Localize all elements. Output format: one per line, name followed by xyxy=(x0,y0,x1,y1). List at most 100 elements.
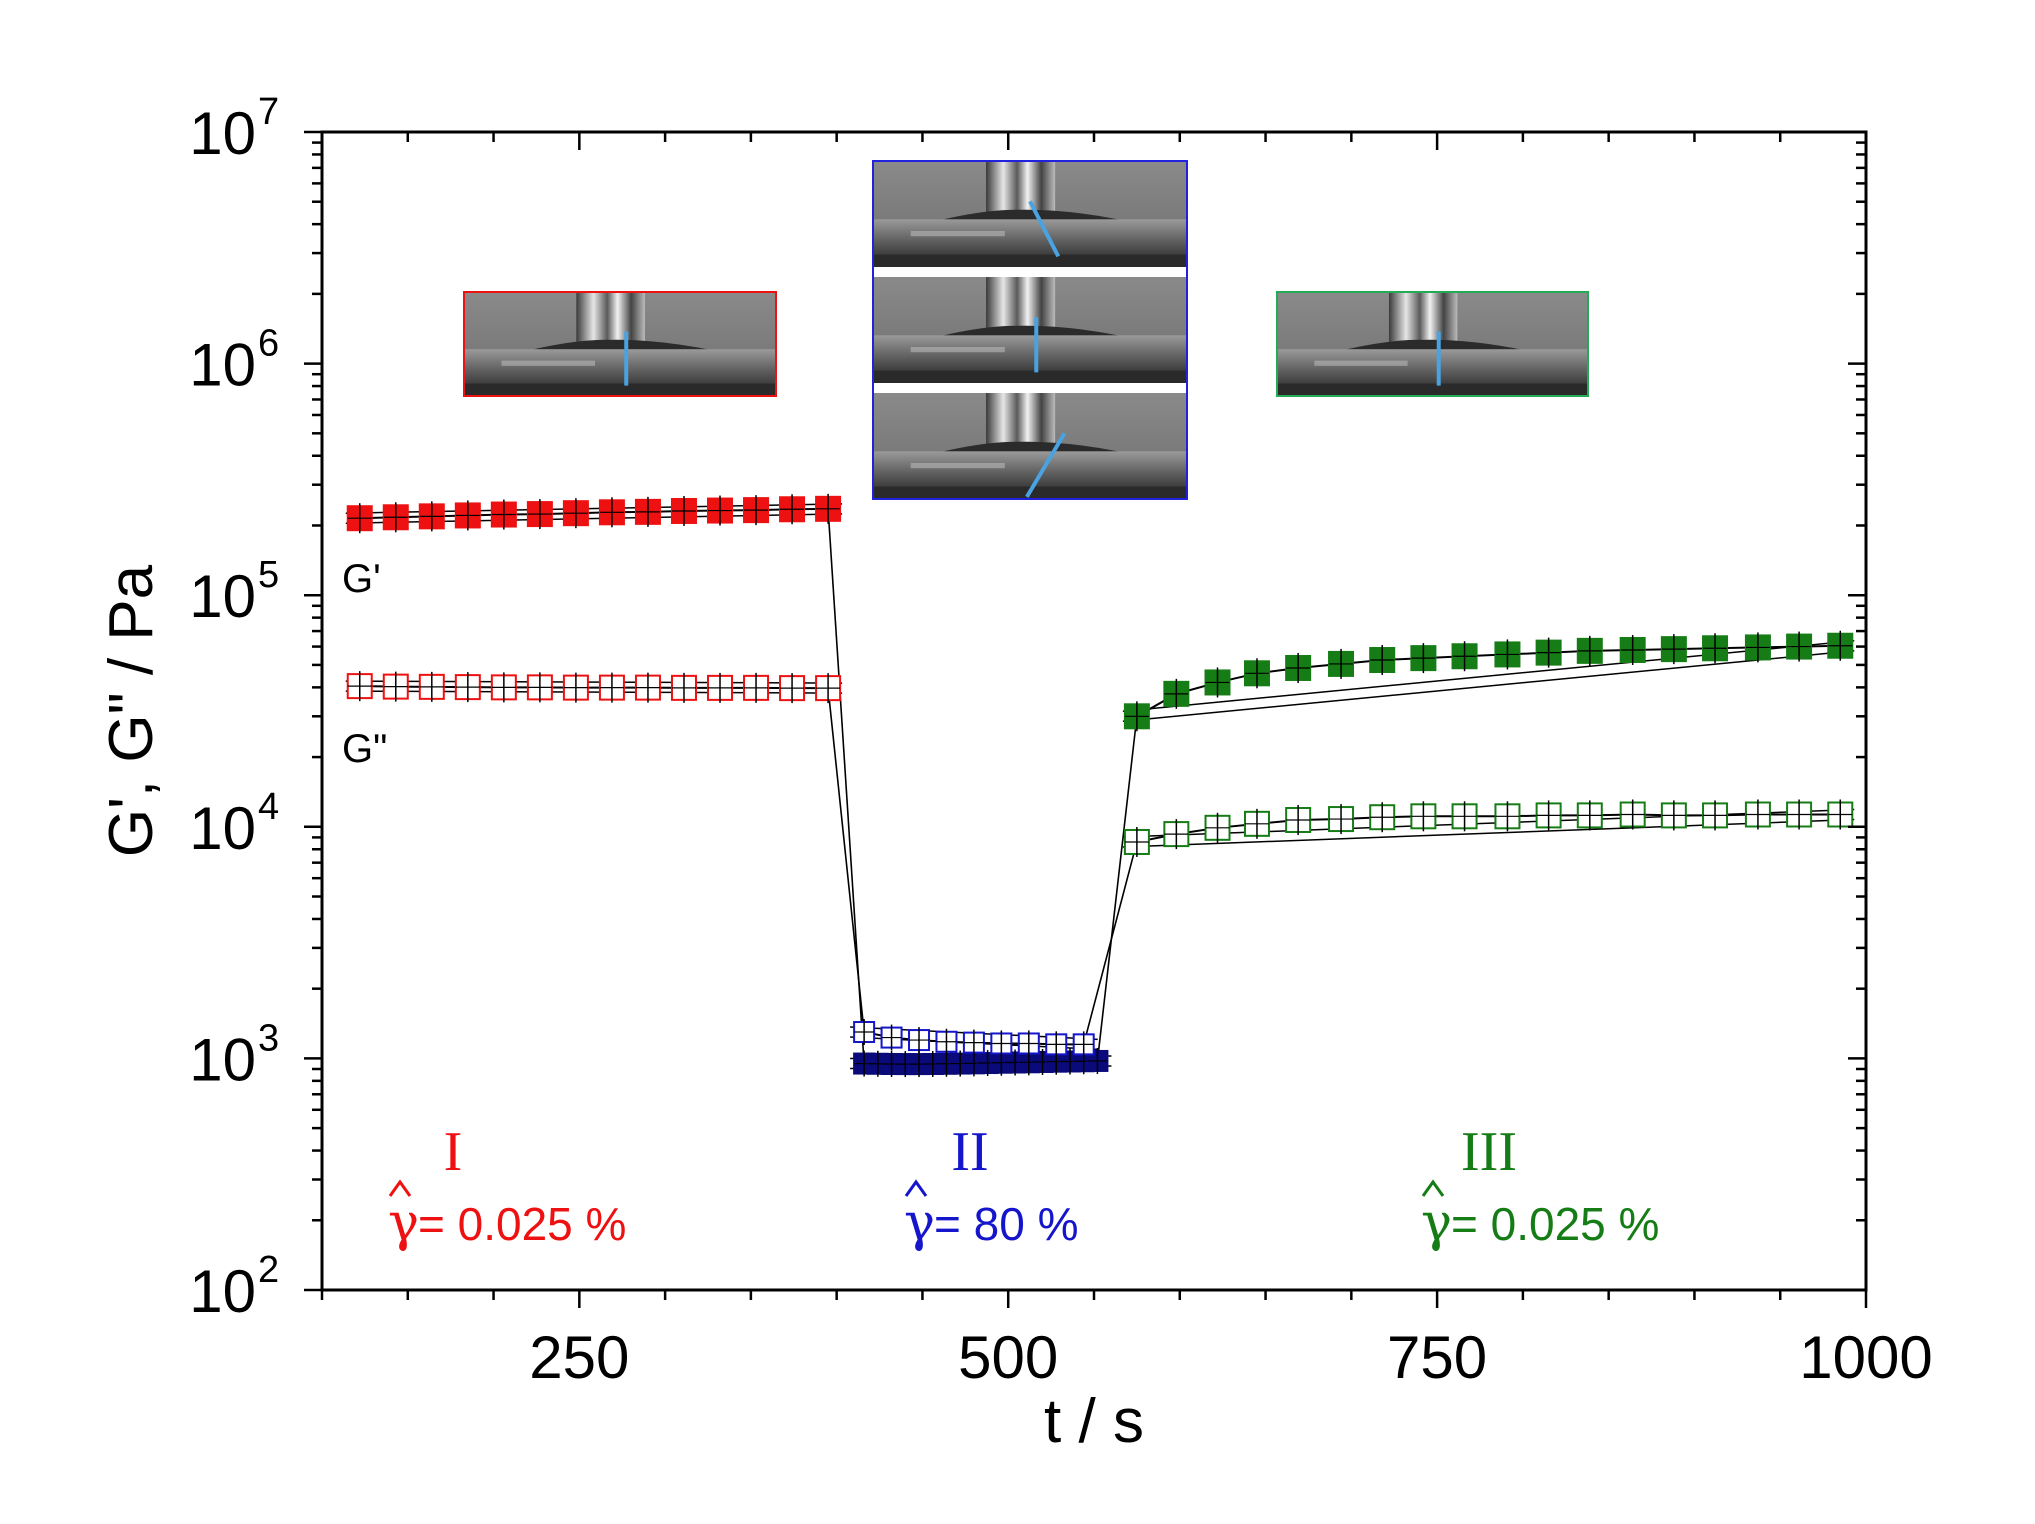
data-point-g_double_prime_III xyxy=(1744,799,1771,830)
data-point-g_double_prime_III xyxy=(1786,799,1813,830)
inset-base xyxy=(873,370,1187,383)
data-point-g_double_prime_III xyxy=(1451,801,1478,832)
data-point-g_prime_I xyxy=(634,496,661,527)
data-point-g_prime_III xyxy=(1204,667,1231,698)
y-tick-label: 10 xyxy=(189,332,256,399)
data-point-g_prime_III xyxy=(1328,648,1355,679)
data-point-g_double_prime_III xyxy=(1535,800,1562,831)
inset-photo xyxy=(872,160,1188,500)
data-point-g_prime_II xyxy=(1086,1047,1109,1074)
y-tick-exponent: 3 xyxy=(258,1017,279,1059)
x-axis-label: t / s xyxy=(1044,1387,1144,1456)
data-point-g_prime_III xyxy=(1163,678,1190,709)
data-point-g_prime_I xyxy=(454,500,481,531)
series-label-g-double-prime: G" xyxy=(342,727,387,771)
data-point-g_prime_III xyxy=(1702,633,1729,664)
inset-marker-line xyxy=(1028,200,1061,258)
y-tick-label: 10 xyxy=(189,1258,256,1325)
y-tick-exponent: 6 xyxy=(258,323,279,365)
series-line-g_double_prime_III xyxy=(1136,813,1841,843)
data-point-g_prime_I xyxy=(707,495,734,526)
data-point-g_double_prime_I xyxy=(670,672,697,703)
data-point-g_prime_I xyxy=(418,501,445,532)
data-point-g_prime_III xyxy=(1285,652,1312,683)
data-point-g_double_prime_I xyxy=(743,672,770,703)
inset-frame xyxy=(464,292,776,396)
inset-sample xyxy=(873,335,1187,371)
inset-base xyxy=(1277,383,1588,396)
strain-amplitude: = 0.025 % xyxy=(418,1198,626,1250)
data-point-g_double_prime_I xyxy=(382,671,409,702)
data-point-g_double_prime_III xyxy=(1243,808,1270,839)
photo-insets xyxy=(463,160,1589,500)
series-label-g-prime: G' xyxy=(342,557,381,601)
inset-sample xyxy=(873,219,1187,255)
data-point-g_prime_III xyxy=(1576,635,1603,666)
data-point-g_double_prime_II xyxy=(1072,1031,1095,1058)
data-point-g_prime_I xyxy=(562,498,589,529)
data-point-g_double_prime_I xyxy=(418,671,445,702)
data-point-g_double_prime_I xyxy=(346,671,373,702)
data-point-g_double_prime_I xyxy=(707,672,734,703)
inset-base xyxy=(873,254,1187,267)
data-point-g_prime_III xyxy=(1827,630,1854,661)
inset-highlight xyxy=(910,346,1005,353)
data-point-g_prime_III xyxy=(1535,637,1562,668)
y-tick-label: 10 xyxy=(189,563,256,630)
inset-highlight xyxy=(1314,360,1408,366)
data-point-g_double_prime_II xyxy=(990,1030,1013,1057)
inset-shaft xyxy=(986,161,1056,214)
data-point-g_prime_I xyxy=(598,497,625,528)
data-point-g_double_prime_I xyxy=(634,672,661,703)
data-point-g_double_prime_III xyxy=(1702,800,1729,831)
axes xyxy=(304,130,1868,1308)
data-point-g_double_prime_I xyxy=(454,672,481,703)
y-tick-exponent: 7 xyxy=(258,91,279,133)
data-point-g_double_prime_II xyxy=(962,1029,985,1056)
data-point-g_double_prime_II xyxy=(880,1024,903,1051)
data-point-g_double_prime_III xyxy=(1285,804,1312,835)
inset-photo xyxy=(463,291,777,397)
data-point-g_double_prime_III xyxy=(1410,801,1437,832)
data-point-g_prime_I xyxy=(490,499,517,530)
inset-highlight xyxy=(910,462,1005,469)
data-point-g_prime_I xyxy=(779,494,806,525)
data-point-g_prime_I xyxy=(815,493,842,524)
y-tick-exponent: 5 xyxy=(258,554,279,596)
strain-amplitude: = 80 % xyxy=(934,1198,1079,1250)
data-point-g_double_prime_II xyxy=(853,1019,876,1046)
data-point-g_prime_III xyxy=(1744,632,1771,663)
data-point-g_double_prime_I xyxy=(779,673,806,704)
data-point-g_double_prime_I xyxy=(598,672,625,703)
data-point-g_prime_I xyxy=(526,499,553,530)
region-label: III xyxy=(1461,1121,1517,1183)
inset-base xyxy=(464,383,776,396)
data-point-g_double_prime_III xyxy=(1494,801,1521,832)
inset-marker-line xyxy=(1025,432,1067,498)
data-point-g_double_prime_III xyxy=(1123,826,1150,857)
inset-border xyxy=(872,160,1188,500)
x-tick-label: 500 xyxy=(958,1324,1058,1391)
inset-frame xyxy=(873,161,1187,267)
gamma-symbol: γ xyxy=(388,1193,419,1253)
data-point-g_prime_I xyxy=(670,495,697,526)
inset-frame xyxy=(873,393,1187,499)
inset-frame xyxy=(1277,292,1588,396)
data-point-g_double_prime_II xyxy=(1017,1030,1040,1057)
inset-shaft xyxy=(986,393,1056,446)
data-point-g_double_prime_I xyxy=(526,672,553,703)
x-tick-label: 1000 xyxy=(1799,1324,1932,1391)
data-point-g_double_prime_II xyxy=(935,1028,958,1055)
data-point-g_prime_I xyxy=(382,502,409,533)
inset-separator xyxy=(873,267,1187,277)
data-point-g_double_prime_III xyxy=(1328,804,1355,835)
data-point-g_double_prime_III xyxy=(1827,799,1854,830)
data-point-g_double_prime_III xyxy=(1163,819,1190,850)
data-point-g_double_prime_III xyxy=(1204,812,1231,843)
strain-amplitude: = 0.025 % xyxy=(1451,1198,1659,1250)
inset-sample xyxy=(1277,349,1588,384)
y-tick-label: 10 xyxy=(189,1026,256,1093)
y-tick-label: 10 xyxy=(189,100,256,167)
